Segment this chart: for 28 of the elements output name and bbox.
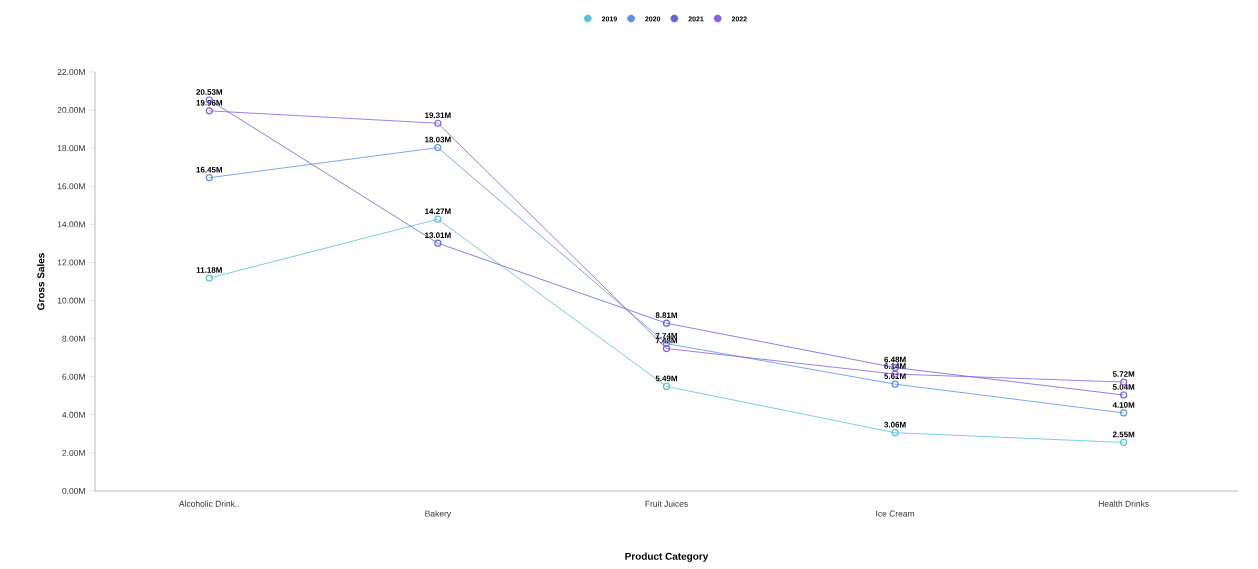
point <box>891 429 899 437</box>
point <box>434 144 442 152</box>
y-tick-label: 18.00M <box>57 145 85 152</box>
point <box>434 239 442 247</box>
y-tick-label: 6.00M <box>62 373 85 380</box>
x-tick-label: Fruit Juices <box>645 500 688 507</box>
y-tick-label: 16.00M <box>57 183 85 190</box>
y-tick-label: 0.00M <box>62 488 85 494</box>
point <box>662 319 671 327</box>
x-axis-title: Product Category <box>625 552 709 562</box>
x-tick-label: Alcoholic Drink.. <box>178 500 239 507</box>
point <box>434 215 442 223</box>
y-tick-label: 2.00M <box>62 449 85 456</box>
y-tick-label: 22.00M <box>57 69 85 75</box>
y-tick-label: 12.00M <box>57 259 85 266</box>
y-tick-label: 20.00M <box>57 107 85 114</box>
y-tick-label: 10.00M <box>57 297 85 304</box>
y-tick-label: 8.00M <box>62 335 85 342</box>
y-axis-title: Gross Sales <box>37 253 45 310</box>
point <box>662 382 671 391</box>
x-tick-label: Health Drinks <box>1098 500 1149 507</box>
point <box>434 119 442 127</box>
x-tick-label: Bakery <box>425 510 452 519</box>
y-tick-label: 4.00M <box>62 411 85 418</box>
point <box>891 380 899 388</box>
x-tick-label: Ice Cream <box>876 510 915 517</box>
point <box>662 344 671 353</box>
y-tick-label: 14.00M <box>57 221 85 228</box>
